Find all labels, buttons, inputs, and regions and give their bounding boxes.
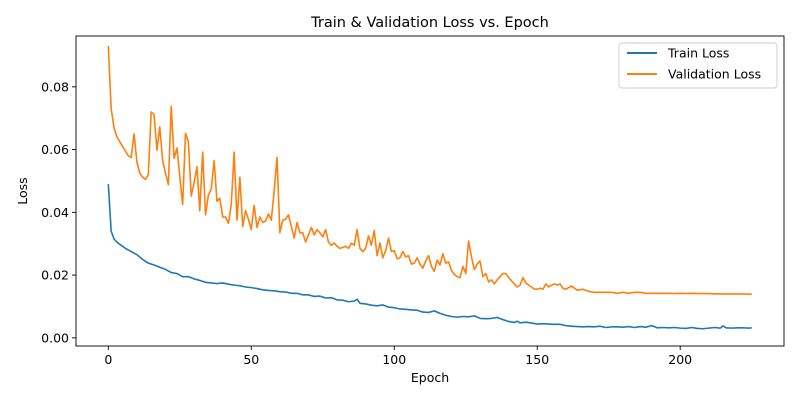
x-tick-label: 150 bbox=[525, 352, 549, 367]
train-loss-line bbox=[107, 184, 752, 330]
y-axis-ticks: 0.00 0.02 0.04 0.06 0.08 bbox=[41, 79, 76, 345]
series-lines bbox=[107, 46, 752, 330]
y-tick-label: 0.08 bbox=[41, 79, 69, 94]
legend-validation-loss-label: Validation Loss bbox=[668, 67, 761, 82]
y-axis-label: Loss bbox=[15, 177, 30, 204]
y-tick-label: 0.04 bbox=[41, 205, 69, 220]
legend-train-loss-label: Train Loss bbox=[667, 46, 729, 61]
plot-frame bbox=[75, 35, 785, 347]
x-tick-label: 0 bbox=[104, 352, 112, 367]
x-tick-label: 50 bbox=[243, 352, 259, 367]
chart-title: Train & Validation Loss vs. Epoch bbox=[310, 15, 549, 31]
y-tick-label: 0.00 bbox=[41, 330, 69, 345]
x-axis-ticks: 0 50 100 150 200 bbox=[104, 346, 692, 367]
legend-box bbox=[618, 42, 778, 89]
plot-area: 0 50 100 150 200 0.00 0.02 0.04 0.06 0.08 bbox=[41, 35, 785, 367]
x-tick-label: 100 bbox=[382, 352, 406, 367]
x-axis-label: Epoch bbox=[411, 370, 449, 385]
validation-loss-line bbox=[107, 46, 752, 296]
y-tick-label: 0.06 bbox=[41, 142, 69, 157]
legend: Train Loss Validation Loss bbox=[618, 42, 778, 89]
y-tick-label: 0.02 bbox=[41, 268, 69, 283]
x-tick-label: 200 bbox=[668, 352, 692, 367]
